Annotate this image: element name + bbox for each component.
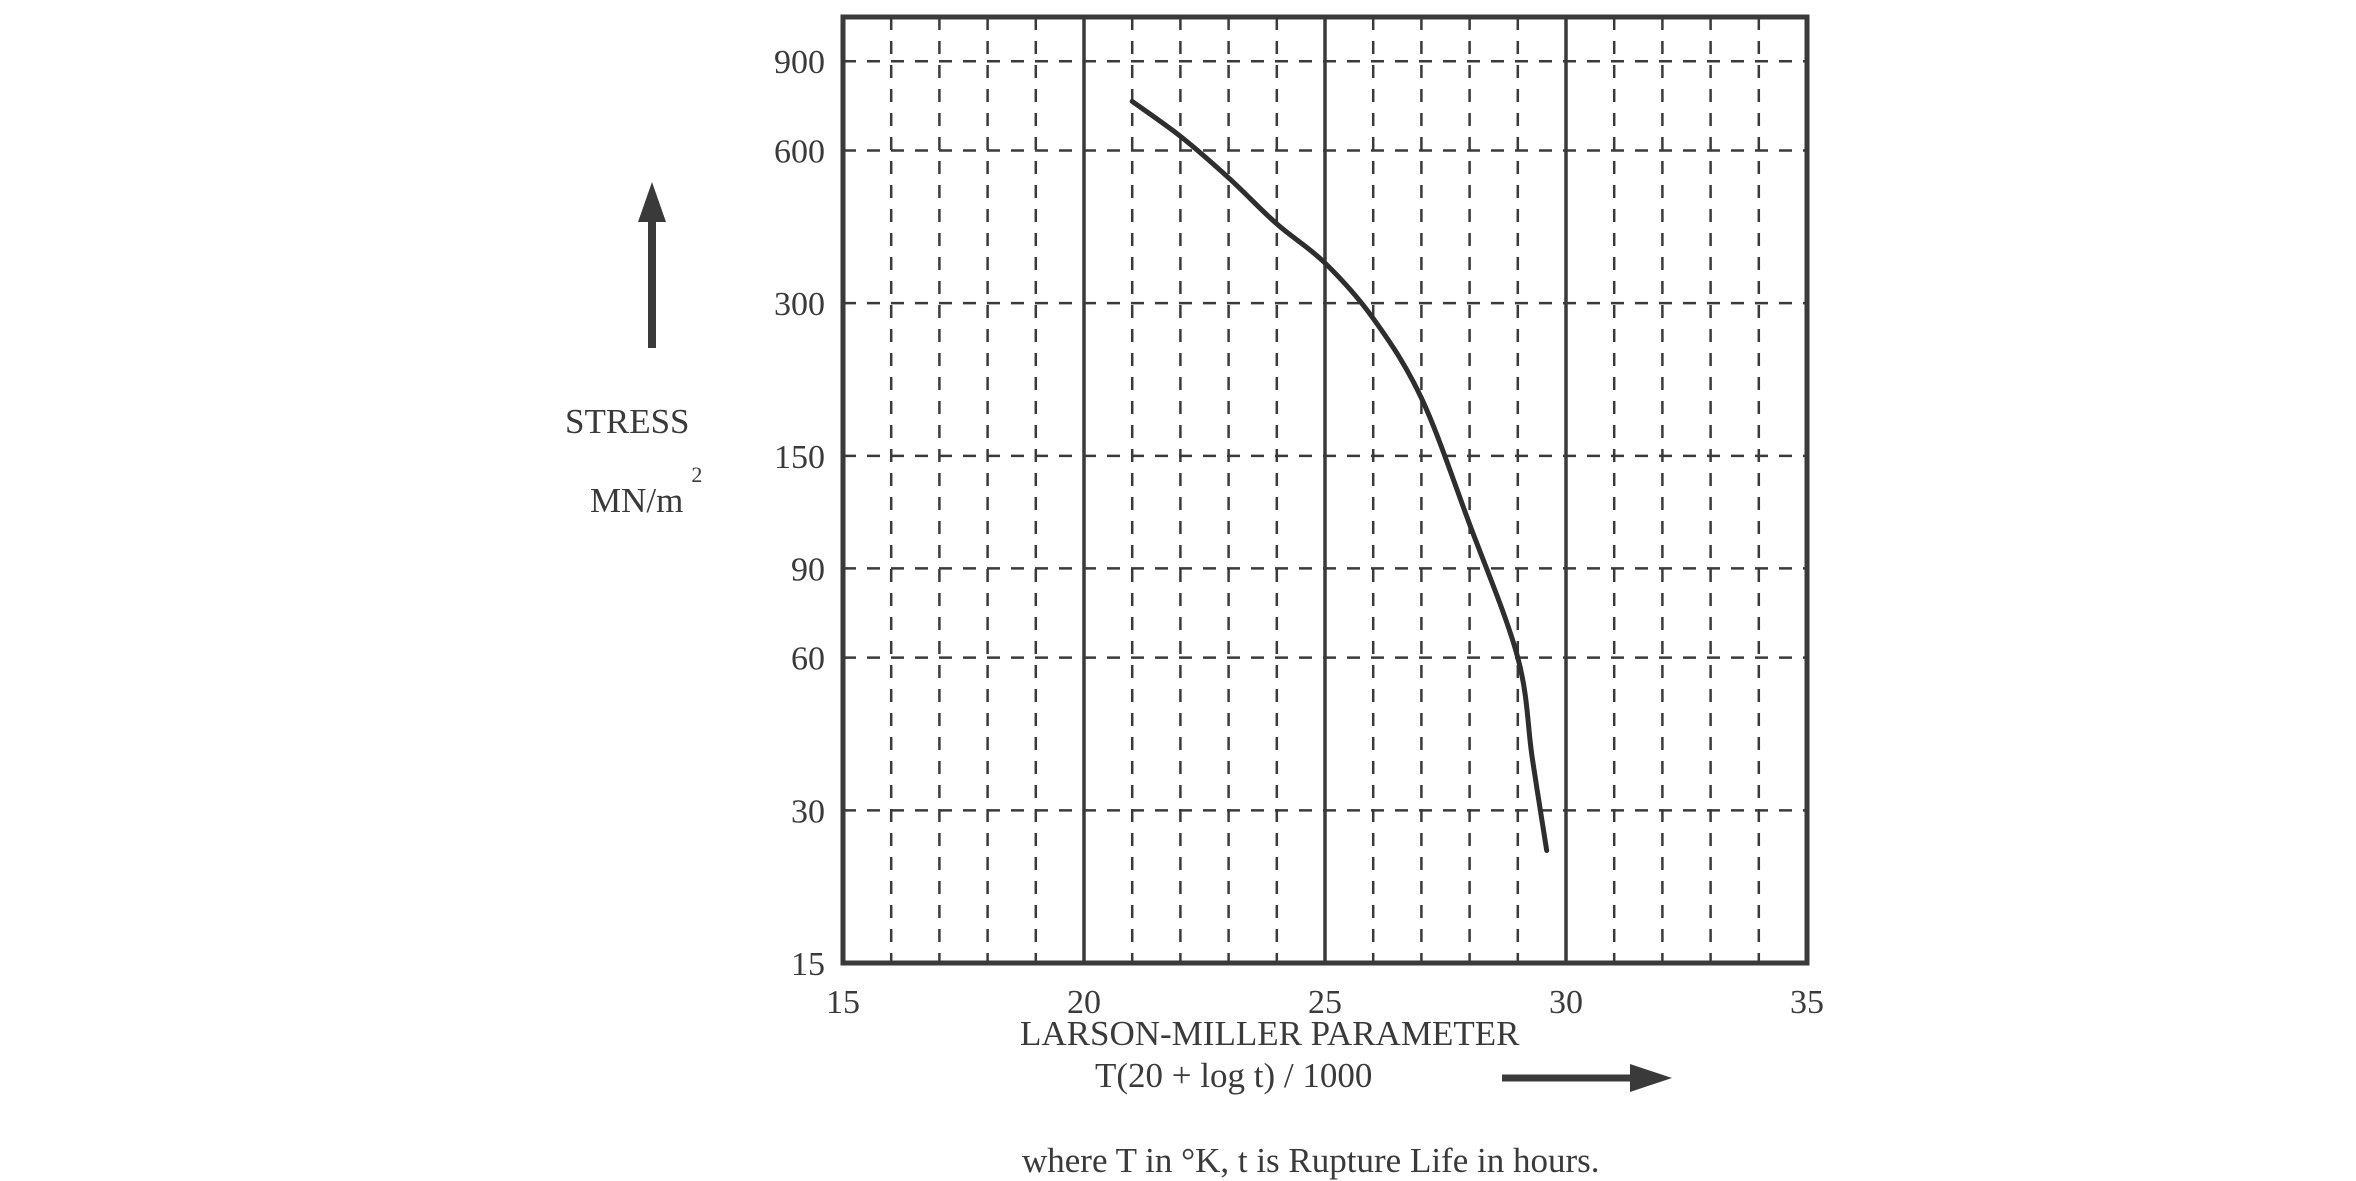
curve-layer — [1129, 98, 1550, 853]
y-tick-label: 600 — [774, 134, 825, 171]
x-axis-ticks: 15 20 25 30 35 — [826, 984, 1824, 1021]
x-tick-label: 35 — [1790, 984, 1824, 1021]
y-axis-arrow — [638, 182, 666, 348]
y-axis-label: STRESS — [565, 402, 690, 441]
x-axis-label: LARSON-MILLER PARAMETER — [1020, 1014, 1520, 1053]
x-tick-label: 25 — [1308, 984, 1342, 1021]
y-tick-label: 900 — [774, 44, 825, 81]
y-tick-label: 15 — [791, 946, 825, 983]
x-tick-label: 20 — [1067, 984, 1101, 1021]
footnote: where T in °K, t is Rupture Life in hour… — [1022, 1141, 1599, 1180]
y-tick-label: 300 — [774, 286, 825, 323]
y-axis-unit: MN/m 2 — [590, 462, 702, 520]
y-axis-unit-base: MN/m — [590, 481, 683, 520]
y-tick-label: 150 — [774, 439, 825, 476]
x-tick-label: 15 — [826, 984, 860, 1021]
grid — [843, 17, 1807, 963]
y-axis-ticks: 15 30 60 90 150 300 600 900 — [774, 44, 825, 983]
plot-frame — [840, 14, 1810, 966]
y-tick-label: 30 — [791, 793, 825, 830]
y-tick-label: 60 — [791, 641, 825, 678]
y-tick-label: 90 — [791, 551, 825, 588]
rupture-stress-curve — [1129, 98, 1550, 853]
x-axis-formula: T(20 + log t) / 1000 — [1095, 1056, 1372, 1095]
x-tick-label: 30 — [1549, 984, 1583, 1021]
y-axis-unit-superscript: 2 — [691, 462, 702, 487]
x-axis-arrow — [1502, 1064, 1672, 1092]
